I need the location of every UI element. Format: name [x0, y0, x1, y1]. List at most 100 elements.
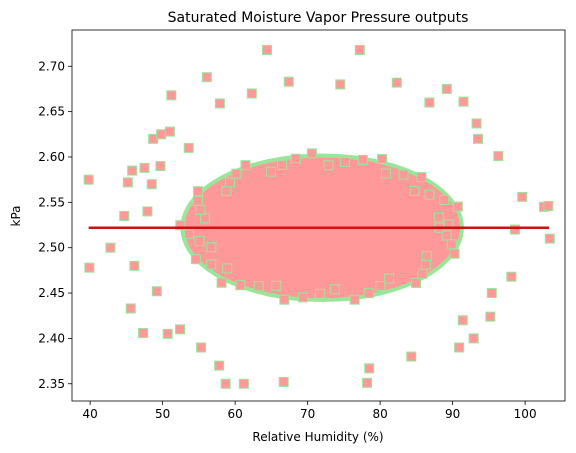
- data-point: [439, 195, 450, 206]
- data-point: [262, 44, 273, 55]
- data-point: [146, 179, 157, 190]
- data-point: [458, 96, 469, 107]
- data-point: [277, 159, 288, 170]
- data-point: [139, 162, 150, 173]
- data-point: [485, 311, 496, 322]
- data-point: [506, 271, 517, 282]
- data-point: [175, 324, 186, 335]
- data-point: [156, 129, 167, 140]
- data-point: [138, 327, 149, 338]
- data-point: [517, 191, 528, 202]
- data-point: [190, 254, 201, 265]
- data-point: [417, 268, 428, 279]
- x-tick-label: 90: [445, 407, 460, 421]
- data-point: [335, 79, 346, 90]
- data-point: [201, 72, 212, 83]
- data-point: [265, 166, 276, 177]
- data-point: [441, 230, 452, 241]
- data-point: [151, 286, 162, 297]
- data-point: [196, 342, 207, 353]
- data-point: [454, 342, 465, 353]
- data-point: [83, 174, 94, 185]
- data-point: [433, 212, 444, 223]
- y-tick-label: 2.60: [38, 150, 65, 164]
- data-point: [375, 280, 386, 291]
- data-point: [544, 233, 555, 244]
- data-point: [125, 303, 136, 314]
- data-point: [122, 177, 133, 188]
- data-point: [364, 363, 375, 374]
- data-point: [297, 292, 308, 303]
- data-point: [354, 44, 365, 55]
- data-point: [162, 328, 173, 339]
- data-point: [377, 154, 388, 165]
- data-point: [184, 228, 195, 239]
- data-point: [421, 251, 432, 262]
- data-point: [471, 118, 482, 129]
- data-point: [220, 378, 231, 389]
- x-tick-label: 100: [514, 407, 537, 421]
- data-point: [221, 185, 232, 196]
- x-tick-label: 80: [372, 407, 387, 421]
- data-point: [271, 280, 282, 291]
- data-point: [253, 281, 264, 292]
- data-point: [240, 160, 251, 171]
- y-tick-label: 2.55: [38, 195, 65, 209]
- data-point: [443, 219, 454, 230]
- data-point: [231, 168, 242, 179]
- y-tick-label: 2.65: [38, 105, 65, 119]
- x-tick-label: 40: [82, 407, 97, 421]
- data-point: [363, 288, 374, 299]
- data-point: [166, 90, 177, 101]
- data-point: [155, 161, 166, 172]
- data-point: [339, 156, 350, 167]
- chart-title: Saturated Moisture Vapor Pressure output…: [168, 10, 469, 26]
- data-point: [314, 288, 325, 299]
- data-point: [206, 242, 217, 253]
- data-point: [278, 376, 289, 387]
- data-point: [543, 200, 554, 211]
- data-point: [493, 151, 504, 162]
- y-tick-label: 2.35: [38, 377, 65, 391]
- data-point: [183, 142, 194, 153]
- plot-frame: [71, 29, 566, 402]
- data-point: [235, 280, 246, 291]
- x-tick-label: 50: [155, 407, 170, 421]
- data-point: [446, 239, 457, 250]
- data-point: [323, 160, 334, 171]
- y-tick-label: 2.40: [38, 331, 65, 345]
- data-point: [224, 177, 235, 188]
- x-axis-ticks: 40 50 60 70 80 90 100: [82, 401, 537, 421]
- data-point: [279, 294, 290, 305]
- data-point: [194, 236, 205, 247]
- x-axis-label: Relative Humidity (%): [252, 430, 383, 444]
- y-tick-label: 2.70: [38, 59, 65, 73]
- data-point: [290, 153, 301, 164]
- data-point: [206, 259, 217, 270]
- data-point: [398, 169, 409, 180]
- data-point: [473, 133, 483, 144]
- y-axis-ticks: 2.35 2.40 2.45 2.50 2.55 2.60 2.65 2.70: [38, 59, 72, 391]
- data-point: [148, 133, 159, 144]
- data-point: [357, 154, 368, 165]
- data-point: [384, 273, 395, 284]
- data-point: [105, 242, 116, 253]
- data-point: [409, 185, 420, 196]
- data-point: [468, 333, 479, 344]
- data-point: [216, 277, 227, 288]
- data-point: [329, 284, 340, 295]
- data-point: [380, 168, 391, 179]
- data-point: [193, 186, 204, 197]
- data-point: [452, 201, 463, 212]
- data-point: [214, 360, 225, 371]
- data-point: [164, 126, 175, 137]
- data-point: [391, 77, 402, 88]
- data-point: [127, 165, 138, 176]
- data-point: [424, 97, 435, 108]
- data-point: [424, 189, 435, 200]
- data-point: [411, 277, 422, 288]
- data-point: [129, 260, 140, 271]
- data-point: [416, 172, 427, 183]
- data-point: [509, 224, 520, 235]
- data-point: [222, 263, 233, 274]
